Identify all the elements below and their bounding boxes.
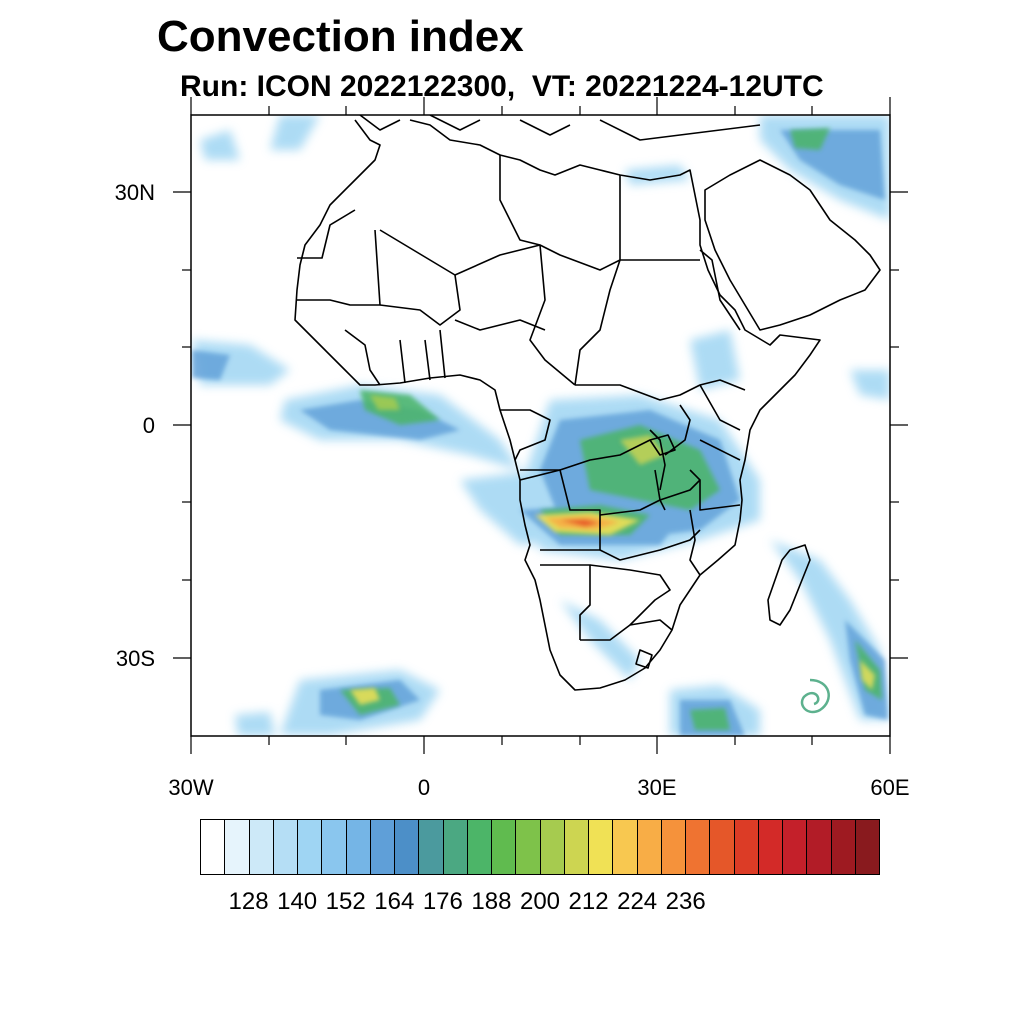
colorbar-swatch (661, 820, 686, 874)
lon-label-60e: 60E (870, 775, 910, 800)
colorbar-swatch (710, 820, 735, 874)
colorbar-label: 140 (277, 888, 318, 915)
colorbar-swatch (225, 820, 250, 874)
colorbar-swatch (322, 820, 347, 874)
colorbar-swatch (807, 820, 832, 874)
chart-subtitle: Run: ICON 2022122300, VT: 20221224-12UTC (180, 70, 824, 103)
colorbar-swatch (613, 820, 638, 874)
colorbar-label: 176 (422, 888, 463, 915)
colorbar-label: 200 (519, 888, 561, 915)
colorbar-label: 224 (617, 888, 658, 915)
colorbar-label: 212 (568, 888, 609, 915)
colorbar-swatch (370, 820, 395, 874)
colorbar-swatch (564, 820, 589, 874)
colorbar-swatch (273, 820, 298, 874)
colorbar-swatch (831, 820, 856, 874)
convection-field (192, 115, 890, 736)
colorbar-label: 164 (374, 888, 415, 915)
colorbar-label: 128 (228, 888, 269, 915)
colorbar-swatch (783, 820, 808, 874)
colorbar-swatch (419, 820, 444, 874)
colorbar-swatch (686, 820, 711, 874)
colorbar-label: 236 (665, 888, 706, 915)
colorbar-swatch (855, 820, 879, 874)
lat-label-30n: 30N (114, 180, 155, 205)
lon-label-30w: 30W (168, 775, 214, 800)
colorbar-swatch (467, 820, 492, 874)
colorbar-swatch (395, 820, 420, 874)
lon-label-0: 0 (417, 775, 431, 800)
lat-label-30s: 30S (115, 646, 155, 671)
axis-ticks (173, 97, 908, 754)
colorbar-swatch (589, 820, 614, 874)
lon-label-30e: 30E (637, 775, 677, 800)
colorbar-swatch (443, 820, 468, 874)
chart-title: Convection index (157, 12, 524, 61)
colorbar-label: 152 (325, 888, 366, 915)
coastlines (294, 115, 881, 691)
colorbar-swatch (298, 820, 323, 874)
colorbar-swatch (758, 820, 783, 874)
colorbar-swatch (734, 820, 759, 874)
colorbar-swatch (201, 820, 226, 874)
lat-label-0: 0 (142, 413, 155, 438)
colorbar-swatch (492, 820, 517, 874)
colorbar-swatch (346, 820, 371, 874)
colorbar-label: 188 (471, 888, 512, 915)
colorbar-swatch (249, 820, 274, 874)
colorbar (200, 819, 880, 875)
colorbar-swatch (516, 820, 541, 874)
colorbar-swatch (540, 820, 565, 874)
colorbar-swatch (637, 820, 662, 874)
